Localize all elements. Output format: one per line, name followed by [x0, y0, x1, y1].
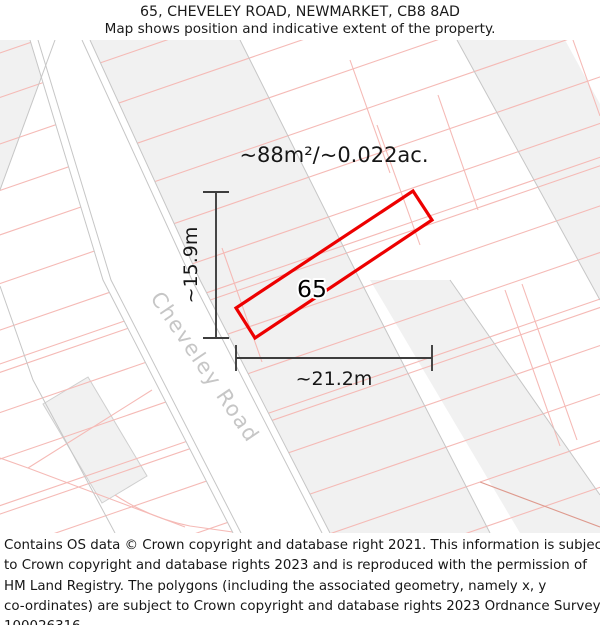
road-right-outer-edge [89, 39, 331, 534]
gray-band-lower-right [370, 280, 600, 533]
road-right-inner-edge [81, 39, 323, 534]
width-dimension [235, 345, 433, 371]
copyright-line: 100026316. [4, 617, 598, 625]
building-footprint [42, 376, 148, 504]
copyright-line: to Crown copyright and database rights 2… [4, 558, 587, 574]
boundary-top-left-wedge [0, 39, 56, 191]
copyright-footer: Contains OS data © Crown copyright and d… [4, 536, 600, 625]
height-dimension-label: ~15.9m [180, 227, 202, 304]
road-surface [30, 40, 330, 533]
header: 65, CHEVELEY ROAD, NEWMARKET, CB8 8AD Ma… [0, 3, 600, 38]
property-outline [233, 188, 435, 341]
page-subtitle: Map shows position and indicative extent… [104, 21, 496, 37]
road-left-outer-edge [29, 39, 234, 534]
plot-number-label: 65 [297, 275, 327, 303]
height-dimension [203, 191, 229, 339]
boundary-lines [0, 39, 600, 534]
road-edge-curve [114, 494, 241, 534]
parcel-line-dark [479, 481, 600, 528]
copyright-line: co-ordinates) are subject to Crown copyr… [4, 598, 600, 614]
copyright-line: Contains OS data © Crown copyright and d… [4, 538, 600, 553]
dimension-lines [203, 191, 433, 371]
band-boundary-mid [239, 39, 491, 534]
road-left-inner-edge [37, 39, 242, 534]
page-title: 65, CHEVELEY ROAD, NEWMARKET, CB8 8AD [140, 4, 460, 20]
width-dimension-label: ~21.2m [296, 368, 373, 390]
band-boundary-upper-right [456, 39, 600, 301]
copyright-line: HM Land Registry. The polygons (includin… [4, 578, 547, 594]
boundary-left [0, 285, 116, 534]
gray-band-road-side [80, 40, 490, 533]
area-label: ~88m²/~0.022ac. [239, 143, 428, 167]
band-boundary-lower-right [449, 279, 600, 496]
